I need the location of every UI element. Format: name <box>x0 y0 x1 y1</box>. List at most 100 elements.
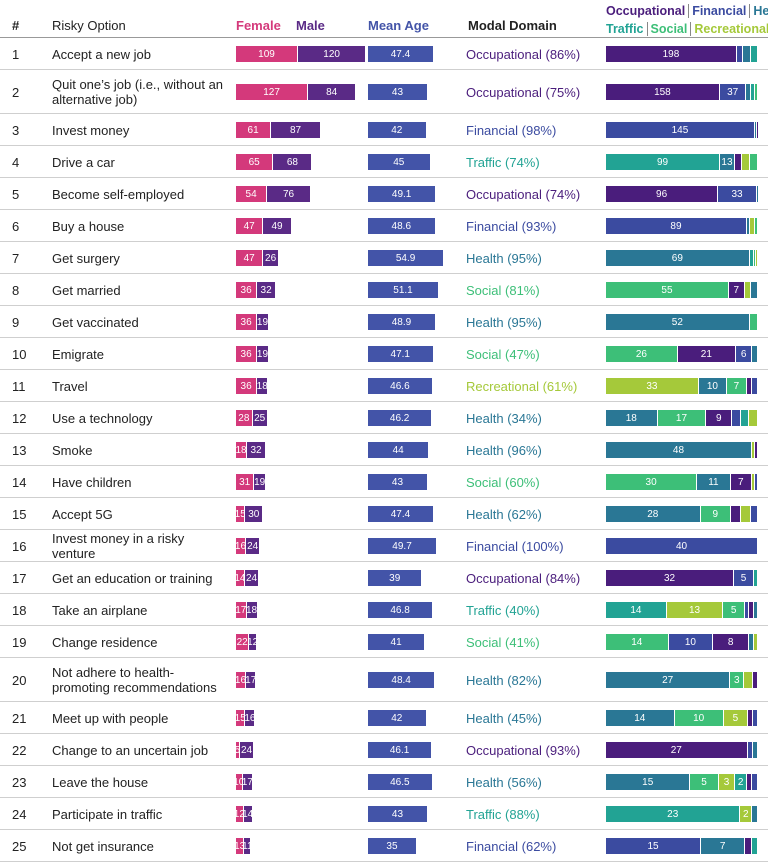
segment-label: 3 <box>733 674 740 686</box>
male-label: 24 <box>247 540 259 552</box>
risky-option: Get surgery <box>52 250 120 266</box>
female-bar: 47 <box>236 218 263 234</box>
male-bar: 16 <box>245 710 255 726</box>
segment-label: 2 <box>737 776 744 788</box>
row-separator <box>0 625 768 626</box>
modal-domain: Health (95%) <box>466 314 542 330</box>
domain-segment <box>746 378 752 394</box>
male-label: 16 <box>245 712 255 724</box>
domain-segment: 37 <box>719 84 746 100</box>
domain-segment: 6 <box>735 346 752 362</box>
row-separator <box>0 273 768 274</box>
male-label: 68 <box>286 156 298 168</box>
domain-segment: 9 <box>706 410 732 426</box>
male-bar: 14 <box>243 806 252 822</box>
domain-segment <box>753 634 757 650</box>
mean-age-bar: 35 <box>368 838 416 854</box>
female-label: 18 <box>236 444 247 456</box>
male-label: 30 <box>248 508 260 520</box>
row-number: 24 <box>12 806 27 822</box>
risky-option: Change to an uncertain job <box>52 742 209 758</box>
row-number: 22 <box>12 742 27 758</box>
row-number: 10 <box>12 346 27 362</box>
male-label: 24 <box>245 572 258 584</box>
modal-domain: Traffic (88%) <box>466 806 540 822</box>
domain-segment <box>743 46 751 62</box>
mean-age-bar: 46.1 <box>368 742 432 758</box>
header-number: # <box>12 18 20 33</box>
segment-label: 15 <box>647 840 659 852</box>
domain-segment: 33 <box>718 186 756 202</box>
risky-option: Meet up with people <box>52 710 169 726</box>
header-female: Female <box>236 18 281 33</box>
row-number: 4 <box>12 154 20 170</box>
mean-age-bar: 42 <box>368 122 426 138</box>
risky-option: Accept a new job <box>52 46 152 62</box>
row-number: 6 <box>12 218 20 234</box>
female-bar: 13 <box>236 838 244 854</box>
domain-segment: 26 <box>606 346 677 362</box>
domain-segment: 2 <box>735 774 746 790</box>
male-label: 17 <box>242 776 253 788</box>
modal-domain: Occupational (93%) <box>466 742 581 758</box>
mean-age-bar: 47.4 <box>368 46 433 62</box>
segment-label: 8 <box>727 636 734 648</box>
row-number: 20 <box>12 672 27 688</box>
female-label: 15 <box>236 712 245 724</box>
segment-label: 89 <box>670 220 682 232</box>
row-separator <box>0 209 768 210</box>
segment-label: 2 <box>743 808 749 820</box>
male-label: 19 <box>254 476 265 488</box>
mean-age-bar: 47.4 <box>368 506 433 522</box>
row-separator <box>0 765 768 766</box>
domain-segment <box>746 84 750 100</box>
male-bar: 18 <box>257 378 268 394</box>
female-bar: 16 <box>236 672 245 688</box>
female-label: 36 <box>240 316 252 328</box>
header-modal-domain: Modal Domain <box>468 18 557 33</box>
domain-segment <box>754 474 757 490</box>
male-bar: 84 <box>308 84 356 100</box>
row-number: 15 <box>12 506 27 522</box>
female-bar: 5 <box>236 742 239 758</box>
header-option: Risky Option <box>52 18 126 33</box>
modal-domain: Social (47%) <box>466 346 540 362</box>
risky-option: Travel <box>52 378 88 394</box>
domain-segment: 96 <box>606 186 718 202</box>
domain-segment: 89 <box>606 218 746 234</box>
modal-domain: Traffic (40%) <box>466 602 540 618</box>
mean-age-label: 48.4 <box>391 674 411 686</box>
segment-label: 52 <box>671 316 683 328</box>
mean-age-label: 49.7 <box>392 540 412 552</box>
domain-segment: 55 <box>606 282 728 298</box>
domain-segment: 99 <box>606 154 719 170</box>
row-separator <box>0 529 768 530</box>
risky-option: Participate in traffic <box>52 806 163 822</box>
mean-age-label: 54.9 <box>395 252 416 264</box>
female-label: 127 <box>263 86 280 98</box>
segment-label: 40 <box>675 540 688 552</box>
mean-age-bar: 42 <box>368 710 426 726</box>
domain-segment: 15 <box>606 774 690 790</box>
mean-age-bar: 54.9 <box>368 250 444 266</box>
row-separator <box>0 177 768 178</box>
segment-label: 9 <box>715 412 722 424</box>
row-number: 16 <box>12 538 27 554</box>
domain-segment: 10 <box>668 634 713 650</box>
modal-domain: Financial (62%) <box>466 838 557 854</box>
female-bar: 36 <box>236 314 257 330</box>
row-number: 25 <box>12 838 27 854</box>
risky-option: Emigrate <box>52 346 105 362</box>
row-separator <box>0 561 768 562</box>
female-bar: 54 <box>236 186 267 202</box>
domain-segment: 33 <box>606 378 698 394</box>
row-number: 2 <box>12 84 20 100</box>
risky-option: Smoke <box>52 442 93 458</box>
segment-label: 21 <box>700 348 712 360</box>
risky-option: Drive a car <box>52 154 115 170</box>
male-label: 84 <box>326 86 338 98</box>
domain-segment: 52 <box>606 314 749 330</box>
male-bar: 68 <box>273 154 312 170</box>
domain-segment: 14 <box>606 634 668 650</box>
